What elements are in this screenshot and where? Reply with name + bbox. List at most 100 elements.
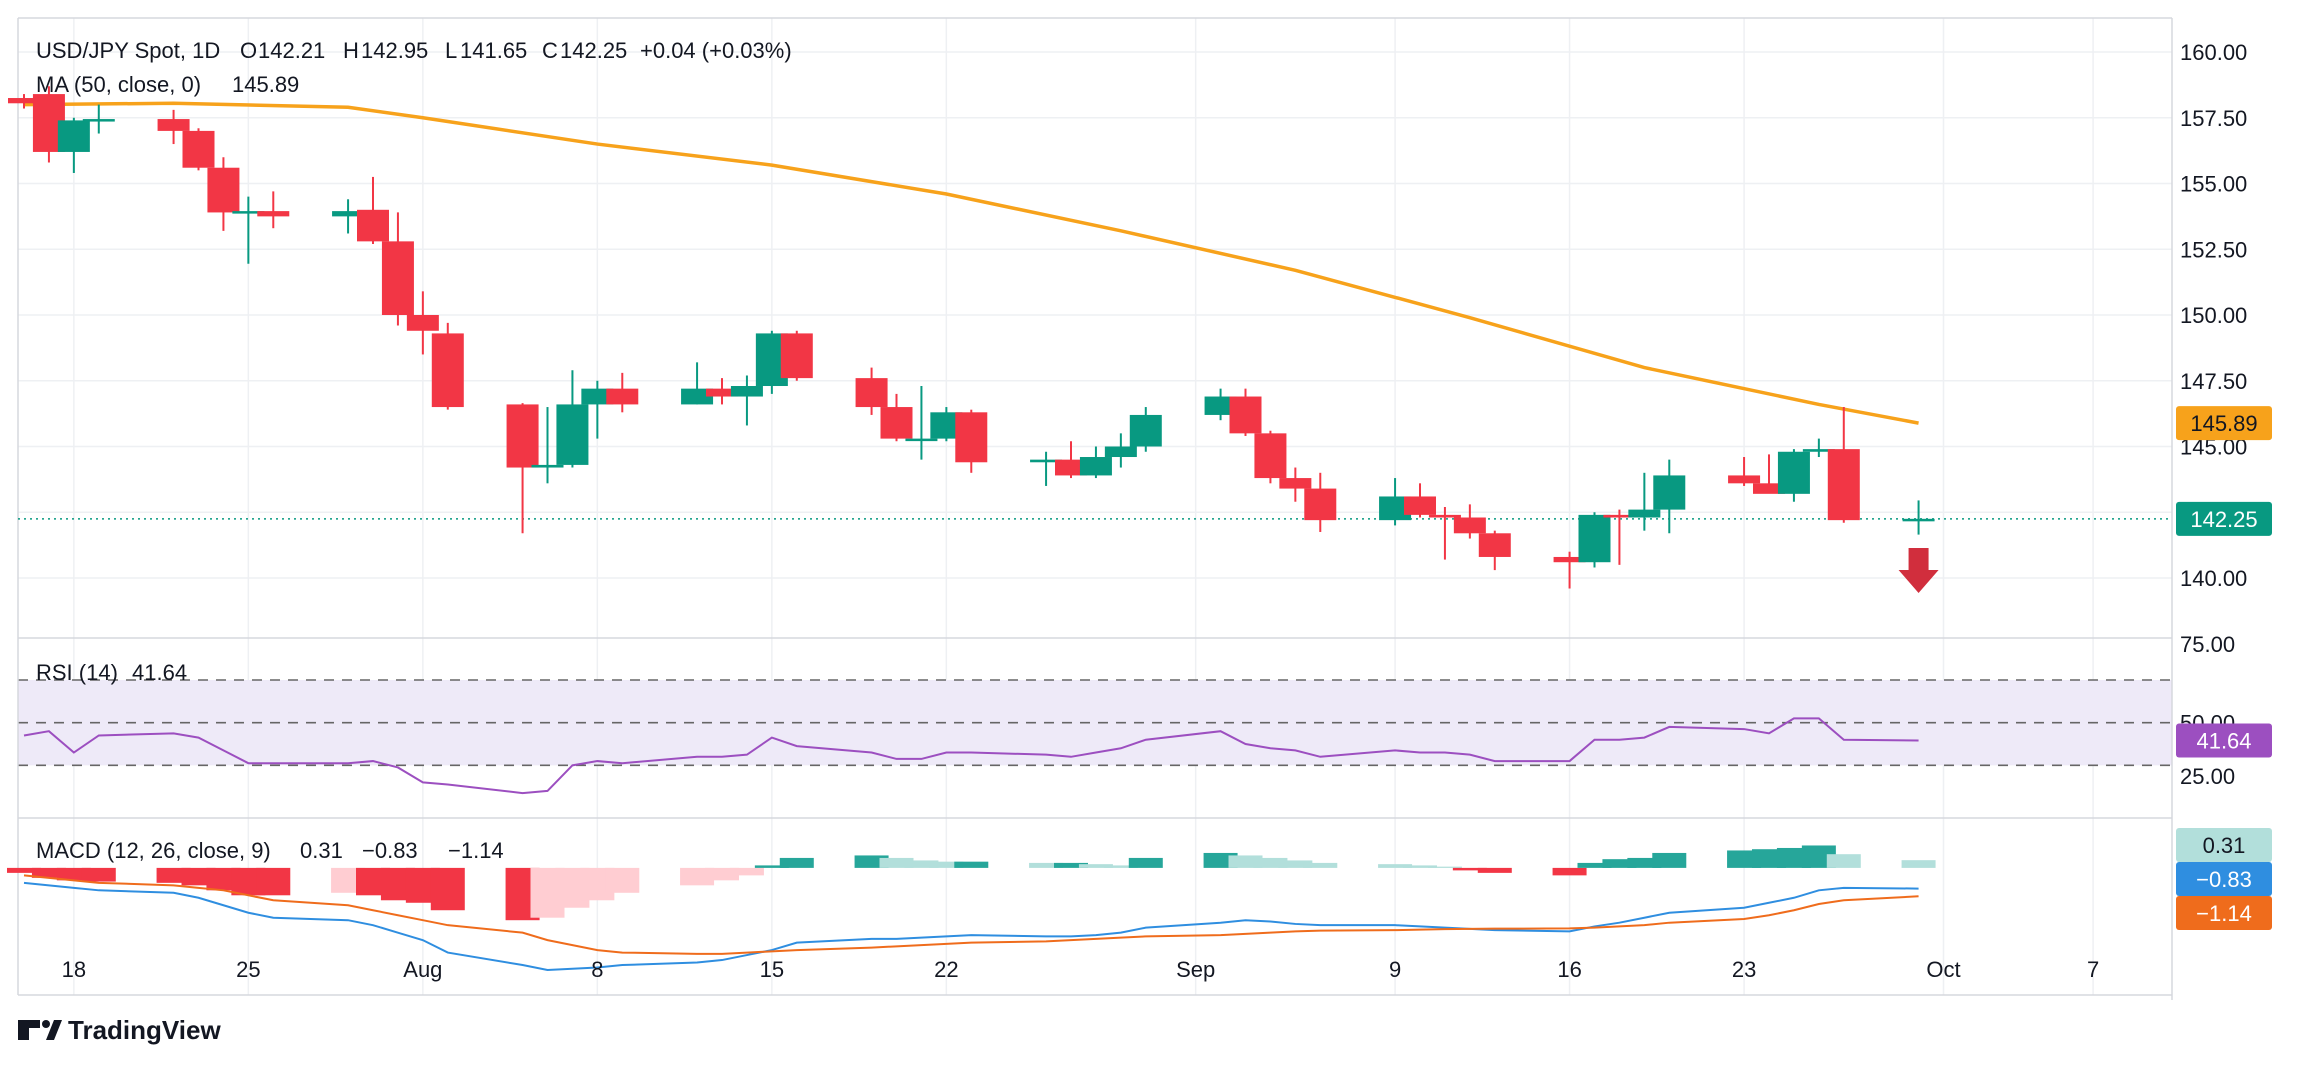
candle-body — [955, 412, 988, 463]
candle-2024-08-02 — [431, 322, 464, 410]
macd-legend-signal-value: −1.14 — [448, 838, 504, 863]
date-tick: 8 — [591, 957, 603, 982]
candle-2024-08-27 — [1055, 441, 1087, 479]
candle-body — [1379, 496, 1412, 521]
candle-body — [556, 404, 589, 465]
date-tick: 7 — [2087, 957, 2099, 982]
candle-body — [1279, 478, 1312, 489]
candle-body — [880, 407, 913, 439]
candle-2024-08-29 — [1104, 433, 1137, 468]
candle-body — [1055, 459, 1087, 476]
candle-body — [1827, 449, 1860, 521]
macd-hist-bar — [605, 867, 640, 893]
candle-2024-09-16 — [1553, 551, 1586, 589]
macd-hist-bar — [31, 867, 66, 878]
ohlc-close-value: 142.25 — [560, 38, 627, 63]
candle-body — [1902, 518, 1935, 522]
macd-signal-value-box-text: −1.14 — [2196, 901, 2252, 926]
candle-body — [157, 119, 190, 131]
axis-value-labels: 145.89 142.25 41.64 0.31 −0.83 −1.14 — [2176, 406, 2272, 930]
price-tick: 152.50 — [2180, 237, 2247, 262]
price-tick: 160.00 — [2180, 40, 2247, 65]
candle-body — [381, 241, 414, 315]
date-tick: Sep — [1176, 957, 1215, 982]
candle-2024-09-30 — [1902, 500, 1935, 535]
candle-body — [581, 388, 614, 405]
candle-body — [905, 438, 938, 442]
candle-body — [1478, 533, 1511, 557]
candle-2024-07-16 — [8, 94, 40, 109]
candle-2024-08-06 — [531, 407, 564, 484]
last-price-box: 142.25 — [2176, 501, 2272, 536]
candle-body — [431, 333, 464, 408]
macd-hist-bar — [256, 867, 291, 896]
candle-2024-09-09 — [1379, 478, 1412, 526]
candle-body — [1653, 475, 1686, 510]
candle-2024-08-19 — [855, 367, 888, 415]
ohlc-low-value: 141.65 — [460, 38, 527, 63]
candle-body — [1079, 457, 1112, 476]
candle-body — [506, 404, 539, 468]
price-tick: 155.00 — [2180, 172, 2247, 197]
candle-2024-09-10 — [1404, 483, 1436, 518]
macd-hist-bar — [430, 867, 465, 911]
macd-hist-bar — [1577, 862, 1612, 868]
ohlc-open-label: O — [240, 38, 257, 63]
gridlines — [18, 18, 2172, 995]
macd-legend: MACD (12, 26, close, 9) 0.31 −0.83 −1.14 — [36, 838, 504, 863]
main-legend: USD/JPY Spot, 1D O 142.21 H 142.95 L 141… — [36, 38, 792, 97]
candle-body — [1104, 446, 1137, 458]
candle-2024-09-17 — [1578, 512, 1611, 568]
macd-hist-bar — [1477, 867, 1512, 873]
macd-hist-bar — [1901, 860, 1936, 868]
price-tick: 140.00 — [2180, 566, 2247, 591]
candle-body — [1304, 488, 1337, 521]
candle-2024-07-25 — [232, 196, 265, 264]
candle-2024-08-20 — [880, 393, 913, 442]
candle-2024-09-19 — [1628, 472, 1661, 531]
candle-2024-07-31 — [381, 212, 414, 326]
ma-value-box-text: 145.89 — [2190, 411, 2257, 436]
candle-body — [57, 120, 90, 152]
candle-2024-09-25 — [1777, 449, 1810, 502]
macd-hist-value-box: 0.31 — [2176, 828, 2272, 862]
macd-hist-bar — [1826, 854, 1861, 868]
candle-body — [1802, 449, 1835, 452]
macd-legend-macd-value: −0.83 — [362, 838, 418, 863]
candle-2024-09-18 — [1603, 509, 1636, 565]
macd-value-box: −0.83 — [2176, 862, 2272, 896]
candle-body — [1404, 496, 1436, 515]
candle-2024-08-14 — [730, 375, 763, 426]
candle-2024-09-20 — [1653, 459, 1686, 534]
macd-hist-bar — [1128, 857, 1163, 868]
candle-body — [706, 388, 738, 397]
candle-2024-08-07 — [556, 370, 589, 468]
macd-hist-bar — [1278, 860, 1313, 868]
macd-histogram — [7, 845, 1936, 921]
candle-2024-07-19 — [82, 104, 115, 134]
candle-2024-08-26 — [1030, 451, 1063, 486]
candle-body — [1753, 483, 1785, 494]
candle-2024-09-02 — [1204, 388, 1237, 421]
candle-body — [332, 211, 365, 217]
candle-2024-09-26 — [1802, 438, 1835, 458]
macd-hist-bar — [904, 860, 939, 868]
macd-hist-bar — [1078, 864, 1113, 868]
candle-body — [1578, 514, 1611, 563]
candle-body — [1428, 514, 1461, 518]
macd-hist-bar — [1552, 867, 1587, 876]
tradingview-logo: TradingView — [18, 1015, 221, 1045]
candle-2024-08-08 — [581, 380, 614, 439]
candle-2024-07-22 — [157, 109, 190, 145]
candle-2024-09-05 — [1279, 467, 1312, 502]
macd-hist-bar — [729, 867, 764, 876]
candle-body — [531, 464, 564, 468]
candle-2024-07-24 — [207, 157, 240, 231]
candle-2024-08-23 — [955, 409, 988, 473]
date-tick: Aug — [403, 957, 442, 982]
macd-hist-bar — [1029, 862, 1064, 868]
price-tick: 150.00 — [2180, 303, 2247, 328]
macd-legend-hist-value: 0.31 — [300, 838, 343, 863]
rsi-legend: RSI (14) 41.64 — [36, 660, 187, 685]
